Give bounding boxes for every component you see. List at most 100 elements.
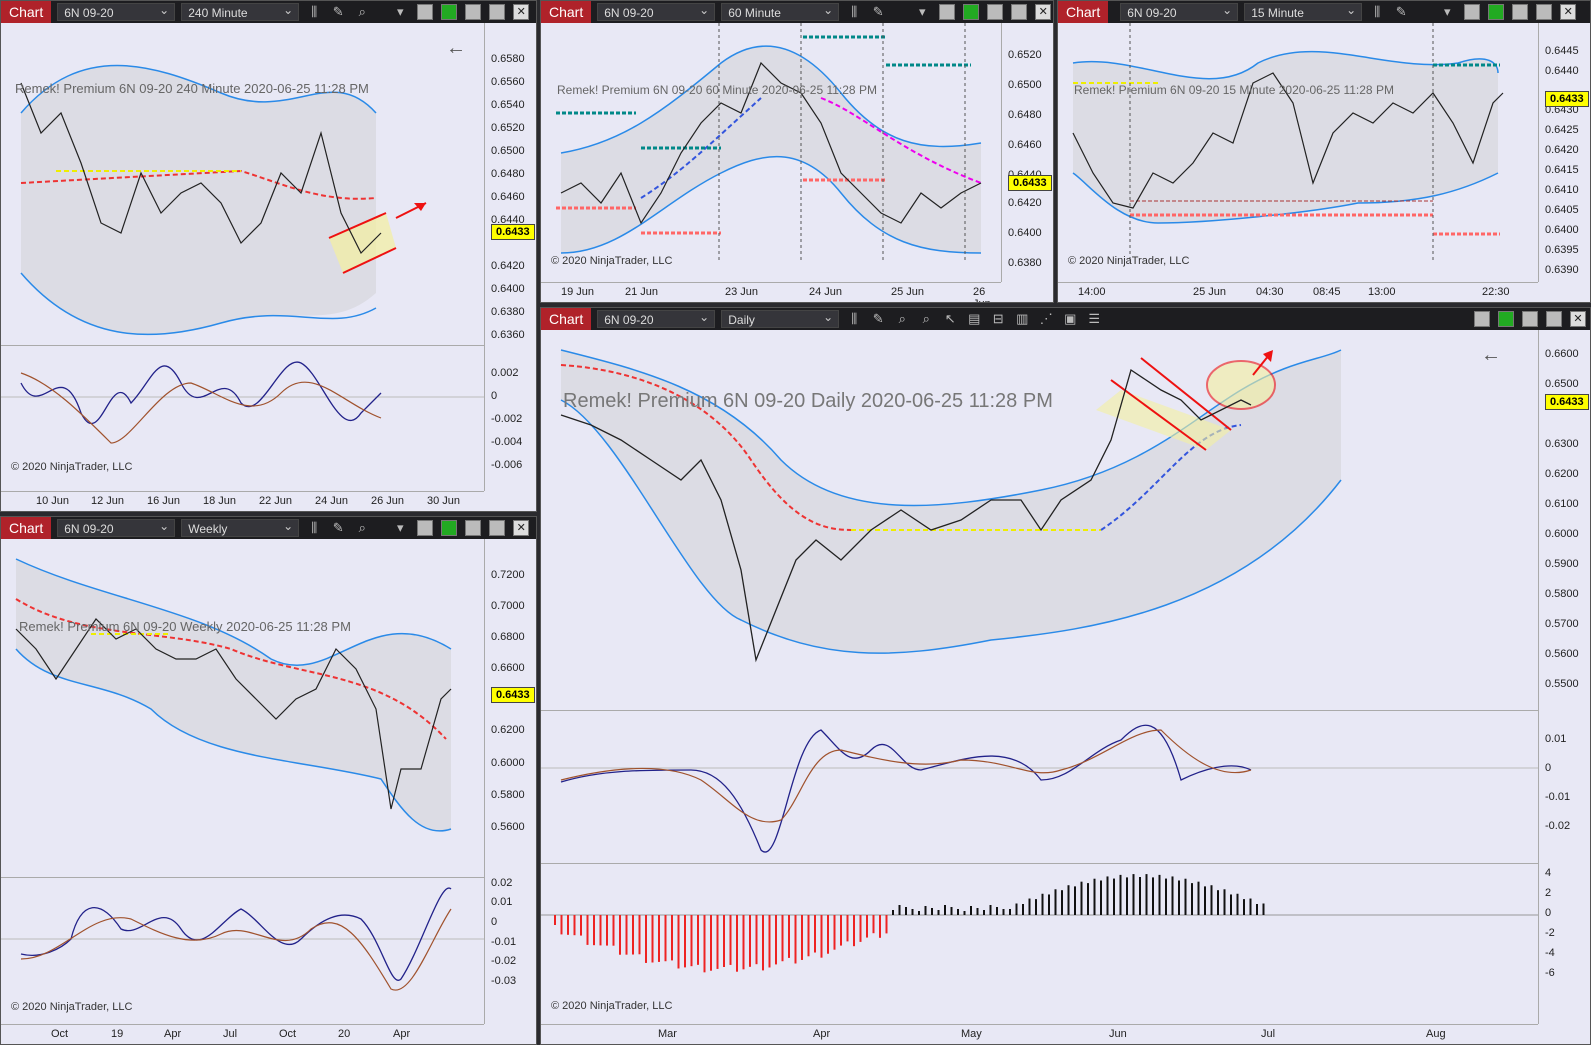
tile-button[interactable]: [1464, 4, 1481, 20]
zoom-icon[interactable]: ⌕: [358, 4, 366, 19]
chart-window-15min[interactable]: Chart 6N 09-20 15 Minute ⫼ ✎ ▾ ✕ Remek! …: [1057, 0, 1591, 303]
close-button[interactable]: ✕: [1035, 4, 1052, 20]
close-button[interactable]: ✕: [513, 520, 530, 536]
bars-icon[interactable]: ⫼: [1374, 4, 1381, 19]
close-button[interactable]: ✕: [513, 4, 530, 20]
maximize-button[interactable]: [489, 4, 506, 20]
maximize-button[interactable]: [1011, 4, 1028, 20]
dropdown-icon[interactable]: ▾: [918, 4, 926, 19]
minimize-button[interactable]: [465, 4, 482, 20]
link-button[interactable]: [441, 520, 458, 536]
time-axis[interactable]: 19 Jun 21 Jun 23 Jun 24 Jun 25 Jun 26 Ju…: [541, 282, 1001, 302]
maximize-button[interactable]: [1536, 4, 1553, 20]
pointer-icon[interactable]: ↖: [944, 311, 956, 326]
back-arrow-icon[interactable]: ←: [446, 37, 466, 59]
interval-select[interactable]: 15 Minute: [1244, 1, 1363, 21]
y-tick: 0.6430: [1545, 104, 1579, 116]
bars-icon[interactable]: ⫼: [851, 4, 858, 19]
chart-window-240min[interactable]: Chart 6N 09-20 240 Minute ⫼ ✎ ⌕ ▾ ✕: [0, 0, 537, 512]
price-axis[interactable]: 0.6520 0.6500 0.6480 0.6460 0.6440 0.642…: [1001, 23, 1053, 282]
osc-tick: -0.02: [491, 955, 517, 967]
interval-select[interactable]: 240 Minute: [181, 1, 300, 21]
link-button[interactable]: [1498, 311, 1514, 327]
panel-separator: [541, 710, 1538, 711]
link-button[interactable]: [1488, 4, 1505, 20]
zoom-out-icon[interactable]: ⌕: [922, 311, 930, 326]
dropdown-icon[interactable]: ▾: [396, 4, 404, 19]
chart-window-60min[interactable]: Chart 6N 09-20 60 Minute ⫼ ✎ ▾ ✕: [540, 0, 1054, 303]
bars-icon[interactable]: ⫼: [311, 4, 318, 19]
minimize-button[interactable]: [1512, 4, 1529, 20]
templates-icon[interactable]: ▣: [1064, 311, 1077, 326]
price-axis[interactable]: 0.6580 0.6560 0.6540 0.6520 0.6500 0.648…: [484, 23, 536, 491]
osc-tick: 0.02: [491, 877, 513, 889]
y-tick: 0.6480: [491, 168, 525, 180]
data-box-icon[interactable]: ▤: [968, 311, 981, 326]
zoom-in-icon[interactable]: ⌕: [898, 311, 906, 326]
y-tick: 0.6420: [491, 260, 525, 272]
pencil-icon[interactable]: ✎: [1395, 4, 1407, 19]
pencil-icon[interactable]: ✎: [872, 311, 884, 326]
indicators-icon[interactable]: ▥: [1016, 311, 1029, 326]
y-tick: 0.6100: [1545, 498, 1579, 510]
link-button[interactable]: [963, 4, 980, 20]
minimize-button[interactable]: [987, 4, 1004, 20]
maximize-button[interactable]: [1546, 311, 1562, 327]
osc-tick: 0: [491, 916, 498, 928]
instrument-select[interactable]: 6N 09-20: [597, 308, 716, 328]
time-axis[interactable]: 10 Jun 12 Jun 16 Jun 18 Jun 22 Jun 24 Ju…: [1, 491, 484, 511]
instrument-select[interactable]: 6N 09-20: [1120, 1, 1239, 21]
close-button[interactable]: ✕: [1560, 4, 1577, 20]
chart-body[interactable]: Remek! Premium 6N 09-20 60 Minute 2020-0…: [541, 23, 1053, 302]
properties-icon[interactable]: ⊟: [992, 311, 1004, 326]
chart-body[interactable]: Remek! Premium 6N 09-20 Daily 2020-06-25…: [541, 330, 1590, 1044]
time-axis[interactable]: 14:00 25 Jun 04:30 08:45 13:00 22:30: [1058, 282, 1538, 302]
minimize-button[interactable]: [1522, 311, 1538, 327]
close-button[interactable]: ✕: [1570, 311, 1586, 327]
chart-body[interactable]: Remek! Premium 6N 09-20 Weekly 2020-06-2…: [1, 539, 536, 1044]
time-axis[interactable]: Mar Apr May Jun Jul Aug: [541, 1024, 1538, 1044]
price-plot: [15, 558, 452, 832]
zoom-icon[interactable]: ⌕: [358, 520, 366, 535]
copyright: © 2020 NinjaTrader, LLC: [11, 461, 133, 473]
chart-window-daily[interactable]: Chart 6N 09-20 Daily ⫼ ✎ ⌕ ⌕ ↖ ▤ ⊟ ▥ ⋰ ▣…: [540, 307, 1591, 1045]
time-axis[interactable]: Oct 19 Apr Jul Oct 20 Apr: [1, 1024, 484, 1044]
hist-tick: 0: [1545, 907, 1552, 919]
bars-icon[interactable]: ⫼: [851, 311, 858, 326]
bars-icon[interactable]: ⫼: [311, 520, 318, 535]
pencil-icon[interactable]: ✎: [332, 4, 344, 19]
interval-select[interactable]: Daily: [721, 308, 840, 328]
tile-button[interactable]: [939, 4, 956, 20]
chart-title: Remek! Premium 6N 09-20 240 Minute 2020-…: [15, 81, 369, 96]
price-axis[interactable]: 0.6600 0.6500 0.6300 0.6200 0.6100 0.600…: [1538, 330, 1590, 1024]
list-icon[interactable]: ☰: [1088, 311, 1101, 326]
chart-window-weekly[interactable]: Chart 6N 09-20 Weekly ⫼ ✎ ⌕ ▾ ✕ Remek! P…: [0, 516, 537, 1045]
dropdown-icon[interactable]: ▾: [1443, 4, 1451, 19]
instrument-select[interactable]: 6N 09-20: [57, 517, 176, 537]
strategies-icon[interactable]: ⋰: [1039, 311, 1053, 326]
y-tick: 0.5700: [1545, 618, 1579, 630]
chart-body[interactable]: Remek! Premium 6N 09-20 240 Minute 2020-…: [1, 23, 536, 511]
x-tick: 30 Jun: [427, 495, 461, 507]
minimize-button[interactable]: [465, 520, 482, 536]
dropdown-icon[interactable]: ▾: [396, 520, 404, 535]
tile-button[interactable]: [417, 4, 434, 20]
y-tick: 0.6580: [491, 53, 525, 65]
y-tick: 0.7200: [491, 569, 525, 581]
tile-button[interactable]: [417, 520, 434, 536]
instrument-select[interactable]: 6N 09-20: [597, 1, 716, 21]
pencil-icon[interactable]: ✎: [332, 520, 344, 535]
link-button[interactable]: [441, 4, 458, 20]
pencil-icon[interactable]: ✎: [872, 4, 884, 19]
price-axis[interactable]: 0.7200 0.7000 0.6800 0.6600 0.6200 0.600…: [484, 539, 536, 1024]
y-tick: 0.6400: [1545, 224, 1579, 236]
price-axis[interactable]: 0.6445 0.6440 0.6430 0.6425 0.6420 0.641…: [1538, 23, 1590, 282]
osc-tick: -0.004: [491, 436, 523, 448]
interval-select[interactable]: Weekly: [181, 517, 300, 537]
chart-body[interactable]: Remek! Premium 6N 09-20 15 Minute 2020-0…: [1058, 23, 1590, 302]
maximize-button[interactable]: [489, 520, 506, 536]
tile-button[interactable]: [1474, 311, 1490, 327]
instrument-select[interactable]: 6N 09-20: [57, 1, 176, 21]
interval-select[interactable]: 60 Minute: [721, 1, 840, 21]
back-arrow-icon[interactable]: ←: [1481, 344, 1501, 366]
